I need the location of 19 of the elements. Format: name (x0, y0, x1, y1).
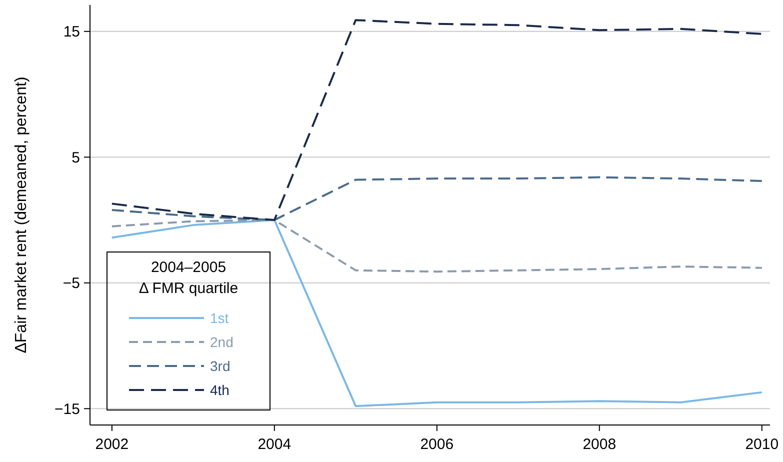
x-tick-label: 2008 (582, 436, 616, 453)
text: 4th (210, 382, 230, 398)
y-tick-label: −5 (62, 275, 80, 292)
text: 3rd (210, 358, 230, 374)
line-series (110, 19, 763, 222)
line-series (110, 219, 763, 273)
y-tick-label: 5 (72, 149, 80, 166)
y-tick-label: 15 (63, 24, 80, 41)
text: 2nd (210, 334, 234, 350)
y-axis-title: ΔFair market rent (demeaned, percent) (13, 76, 30, 354)
line-series (110, 219, 763, 408)
x-tick-label: 2006 (420, 436, 454, 453)
x-tick-label: 2004 (258, 436, 292, 453)
x-tick-label: 2010 (745, 436, 779, 453)
line-series (110, 176, 763, 222)
legend-title: 2004–2005 Δ FMR quartile (138, 259, 238, 297)
x-tick-label: 2002 (95, 436, 129, 453)
y-tick-label: −15 (54, 400, 80, 418)
text: 1st (210, 310, 229, 326)
